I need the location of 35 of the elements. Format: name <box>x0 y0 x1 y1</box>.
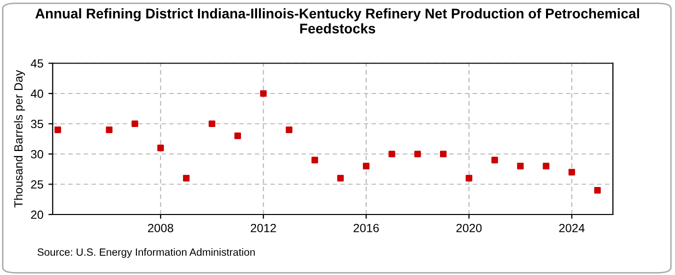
point <box>594 187 601 194</box>
point <box>208 120 216 128</box>
point <box>132 120 138 128</box>
point <box>542 162 550 170</box>
source-note: Source: U.S. Energy Information Administration <box>38 248 255 258</box>
point <box>106 126 112 134</box>
x-tick-label: 2008 <box>148 224 174 232</box>
point <box>54 126 62 134</box>
x-tick-label: 2012 <box>250 224 276 232</box>
y-tick-label: 25 <box>31 180 44 189</box>
chart-title: Annual Refining District Indiana-Illinois-Kentucky Refinery Net Production of Petrochemical Feedstocks <box>35 8 640 34</box>
y-tick-label: 40 <box>30 90 44 98</box>
point <box>414 150 421 158</box>
point <box>440 150 447 158</box>
point <box>337 174 344 182</box>
point <box>517 162 524 170</box>
x-tick-label: 2024 <box>559 224 585 232</box>
point <box>260 90 267 97</box>
y-axis-title: Thousand Barrels per Day <box>14 70 25 208</box>
point <box>286 126 292 134</box>
point <box>182 174 190 182</box>
x-tick-label: 2020 <box>456 224 482 232</box>
y-tick-label: 30 <box>30 150 44 158</box>
y-tick-label: 20 <box>31 210 44 219</box>
point <box>234 132 241 140</box>
point <box>466 174 472 182</box>
point <box>311 156 318 164</box>
point <box>491 156 498 164</box>
y-tick-label: 45 <box>30 59 44 68</box>
point <box>568 168 576 176</box>
y-tick-label: 35 <box>30 120 44 128</box>
point <box>157 144 164 152</box>
x-tick-label: 2016 <box>354 224 379 232</box>
point <box>362 162 370 170</box>
point <box>388 150 396 158</box>
